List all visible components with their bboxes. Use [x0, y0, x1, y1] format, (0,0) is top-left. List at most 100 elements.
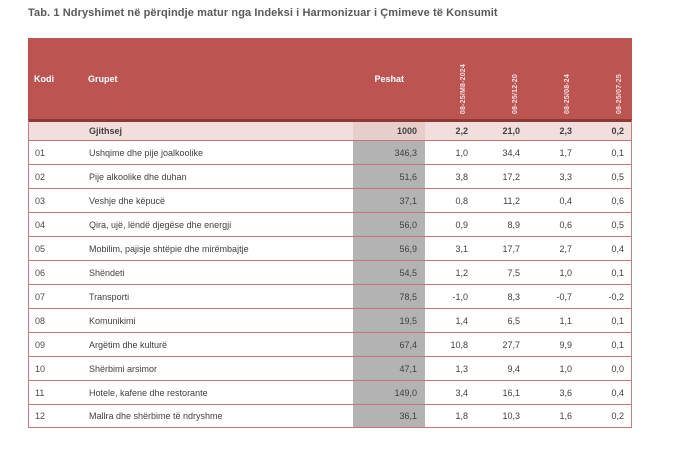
row-group: Shërbimi arsimor	[89, 363, 158, 374]
row-value: 0,2	[611, 411, 624, 421]
row-group: Qira, ujë, lëndë djegëse dhe energji	[89, 219, 232, 230]
row-group: Transporti	[89, 291, 130, 302]
row-code: 08	[35, 315, 46, 326]
row-group: Argëtim dhe kulturë	[89, 339, 168, 350]
header-cell-period-1: 08-25/M8-2024	[424, 38, 476, 119]
row-value: 1,0	[559, 363, 572, 374]
row-value: 0,1	[611, 267, 624, 278]
header-cell-period-4: 08-25/07-25	[580, 38, 632, 119]
row-weight: 346,3	[353, 141, 425, 164]
row-code: 07	[35, 291, 46, 302]
row-code: 12	[35, 411, 46, 421]
row-value: 0,1	[611, 315, 624, 326]
row-code: 02	[35, 171, 46, 182]
header-cell-period-2: 08-25/12-20	[476, 38, 528, 119]
period-label: 08-25/M8-2024	[460, 63, 467, 114]
row-value: -0,2	[608, 291, 624, 302]
row-value: 0,5	[611, 219, 624, 230]
row-group: Mobilim, pajisje shtëpie dhe mirëmbajtje	[89, 243, 249, 254]
row-value: -0,7	[556, 291, 572, 302]
row-value: 1,4	[455, 315, 468, 326]
table-row: 01 Ushqime dhe pije joalkoolike 346,3 1,0 34…	[28, 140, 632, 164]
row-value: 2,7	[559, 243, 572, 254]
row-value: 0,6	[611, 195, 624, 206]
row-value: 10,8	[450, 339, 468, 350]
table-row: 07 Transporti 78,5 -1,0 8,3 -0,7 -0,2	[28, 284, 632, 308]
row-group: Pije alkoolike dhe duhan	[89, 171, 187, 182]
row-group: Hotele, kafene dhe restorante	[89, 387, 208, 398]
row-group: Veshje dhe këpucë	[89, 195, 166, 206]
row-weight: 51,6	[353, 165, 425, 188]
header-cell-peshat: Peshat	[374, 73, 404, 84]
row-value: 1,3	[455, 363, 468, 374]
row-weight: 54,5	[353, 261, 425, 284]
row-value: 1,6	[559, 411, 572, 421]
row-group: Shëndeti	[89, 267, 125, 278]
row-value: 0,9	[455, 219, 468, 230]
table-row: 10 Shërbimi arsimor 47,1 1,3 9,4 1,0 0,0	[28, 356, 632, 380]
row-code: 11	[35, 387, 45, 398]
row-value: 17,7	[502, 243, 520, 254]
row-value: 6,5	[507, 315, 520, 326]
row-value: 0,6	[559, 219, 572, 230]
row-code: 03	[35, 195, 46, 206]
row-weight: 36,1	[353, 405, 425, 427]
row-value: 10,3	[502, 411, 520, 421]
total-row-value: 2,3	[559, 126, 572, 136]
row-value: 9,4	[507, 363, 520, 374]
row-weight: 47,1	[353, 357, 425, 380]
row-value: 11,2	[503, 195, 520, 206]
row-value: 8,3	[507, 291, 520, 302]
table-row: 04 Qira, ujë, lëndë djegëse dhe energji 56…	[28, 212, 632, 236]
row-weight: 78,5	[353, 285, 425, 308]
period-label: 08-25/08-24	[564, 74, 571, 114]
row-value: 27,7	[502, 339, 520, 350]
row-weight: 56,0	[353, 213, 425, 236]
total-row-value: 2,2	[455, 126, 468, 136]
header-cell-grupet: Grupet	[88, 73, 118, 84]
row-value: 3,1	[455, 243, 468, 254]
row-weight: 149,0	[353, 381, 425, 404]
page-title: Tab. 1 Ndryshimet në përqindje matur nga…	[28, 7, 498, 19]
total-row-code	[29, 122, 81, 140]
row-value: 3,4	[455, 387, 468, 398]
table-row: 12 Mallra dhe shërbime të ndryshme 36,1 1,8…	[28, 404, 632, 428]
row-value: 0,4	[559, 195, 572, 206]
header-cell-kodi: Kodi	[34, 73, 54, 84]
row-code: 05	[35, 243, 46, 254]
row-value: 3,8	[455, 171, 468, 182]
row-group: Komunikimi	[89, 315, 136, 326]
row-value: 0,5	[611, 171, 624, 182]
table-row: 09 Argëtim dhe kulturë 67,4 10,8 27,7 9,9 0,1	[28, 332, 632, 356]
row-value: 3,3	[559, 171, 572, 182]
row-weight: 19,5	[353, 309, 425, 332]
period-label: 08-25/12-20	[512, 74, 519, 114]
row-value: 34,4	[502, 147, 520, 158]
row-value: 1,0	[455, 147, 468, 158]
period-label: 08-25/07-25	[616, 74, 623, 114]
table-row: 08 Komunikimi 19,5 1,4 6,5 1,1 0,1	[28, 308, 632, 332]
header-cell-period-3: 08-25/08-24	[528, 38, 580, 119]
row-code: 06	[35, 267, 46, 278]
row-group: Mallra dhe shërbime të ndryshme	[89, 411, 223, 421]
row-value: 16,1	[502, 387, 520, 398]
row-group: Ushqime dhe pije joalkoolike	[89, 147, 204, 158]
row-code: 04	[35, 219, 46, 230]
row-value: 0,8	[455, 195, 468, 206]
total-row-value: 21,0	[502, 126, 520, 136]
table-row: 11 Hotele, kafene dhe restorante 149,0 3,4 1…	[28, 380, 632, 404]
table-row: 06 Shëndeti 54,5 1,2 7,5 1,0 0,1	[28, 260, 632, 284]
row-weight: 56,9	[353, 237, 425, 260]
row-value: 7,5	[507, 267, 520, 278]
row-value: 17,2	[502, 171, 520, 182]
row-code: 10	[35, 363, 46, 374]
table-row: 05 Mobilim, pajisje shtëpie dhe mirëmbajt…	[28, 236, 632, 260]
row-value: 0,4	[611, 387, 624, 398]
row-value: 1,2	[455, 267, 468, 278]
total-row-weight: 1000	[353, 122, 425, 140]
row-value: 1,0	[559, 267, 572, 278]
row-value: 1,1	[559, 315, 572, 326]
total-row-value: 0,2	[611, 126, 624, 136]
total-row-label: Gjithsej	[89, 126, 123, 136]
